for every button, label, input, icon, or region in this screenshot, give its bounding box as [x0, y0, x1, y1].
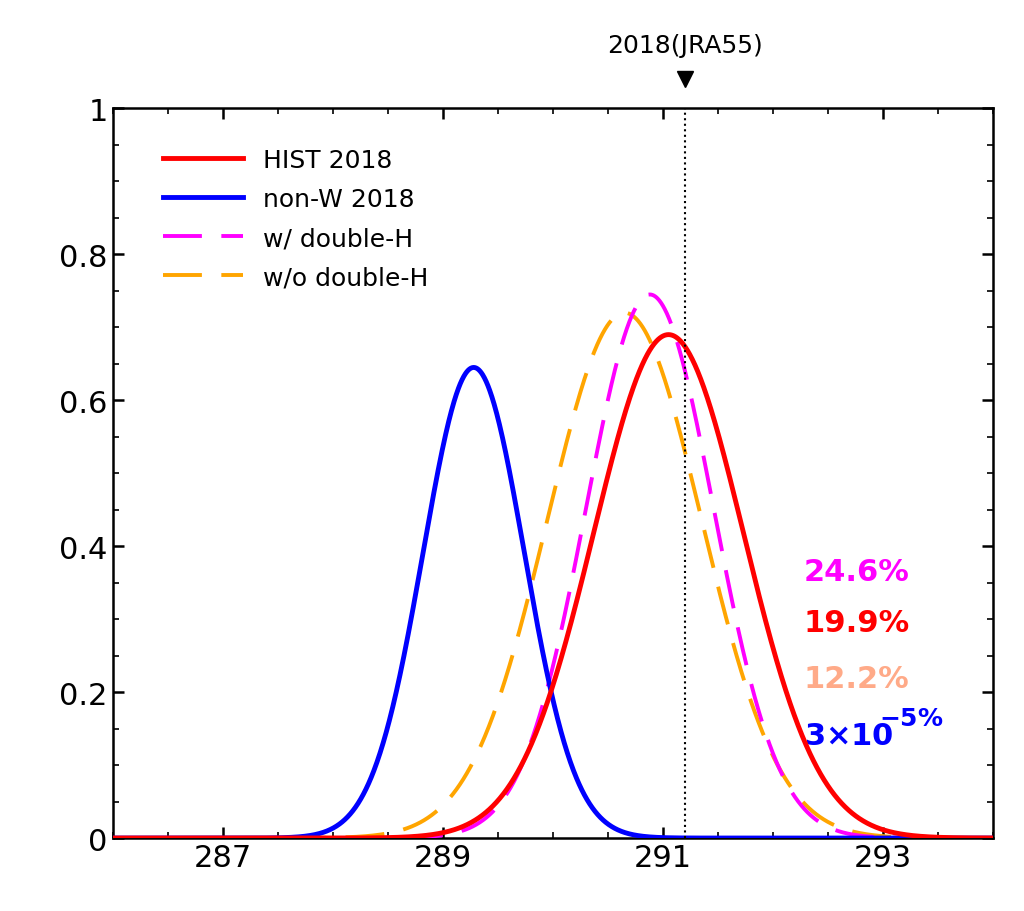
Legend: HIST 2018, non-W 2018, w/ double-H, w/o double-H: HIST 2018, non-W 2018, w/ double-H, w/o …: [142, 129, 449, 310]
Text: 24.6%: 24.6%: [804, 558, 909, 587]
Text: 19.9%: 19.9%: [804, 609, 910, 638]
Text: 2018(JRA55): 2018(JRA55): [607, 35, 763, 58]
Text: 12.2%: 12.2%: [804, 665, 909, 693]
Text: $\mathbf{3×10}$: $\mathbf{3×10}$: [804, 722, 894, 751]
Text: $\mathbf{-5}$%: $\mathbf{-5}$%: [879, 706, 943, 730]
